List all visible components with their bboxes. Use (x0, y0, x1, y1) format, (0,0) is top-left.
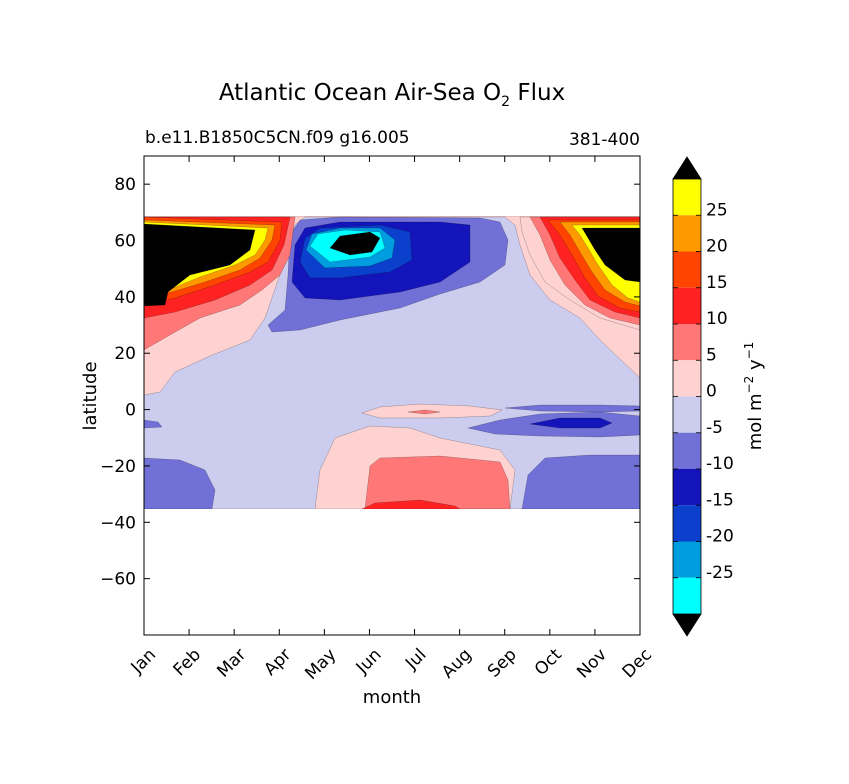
contour-above-30-east (581, 227, 640, 283)
colorbar-under-triangle (672, 613, 702, 637)
colorbar-bin (673, 324, 701, 361)
contour-below-neg30 (329, 231, 381, 256)
colorbar-tick-label: 25 (706, 200, 728, 220)
y-tick-label: −60 (100, 570, 136, 590)
colorbar-tick-label: 10 (706, 309, 728, 329)
plot-area: 80 60 40 20 0 −20 −40 −60 Jan Feb Mar Apr May Jun Jul… (100, 155, 656, 684)
y-tick-label: 0 (125, 401, 136, 421)
colorbar-bin (673, 577, 701, 614)
x-tick-label: Apr (260, 645, 295, 680)
colorbar-label-mid: y (745, 359, 766, 376)
plot-frame (143, 155, 641, 636)
colorbar-bin (673, 179, 701, 216)
contour-neg10-neg5-w (144, 419, 163, 429)
colorbar-bin (673, 215, 701, 252)
contour-neg15-neg10-e (529, 417, 613, 429)
x-tick-label: Oct (531, 645, 566, 680)
x-tick-label: Mar (213, 645, 250, 682)
contour-neg10-neg5-e2 (504, 404, 640, 413)
x-tick-label: Jan (127, 645, 160, 678)
subtitle-left: b.e11.B1850C5CN.f09 g16.005 (145, 128, 410, 148)
chart-title-subscript: 2 (501, 94, 510, 110)
colorbar-tick-label: -10 (706, 454, 734, 474)
colorbar-label: mol m−2 y−1 (742, 342, 766, 451)
chart-title-tail: Flux (517, 80, 565, 106)
colorbar-bin (673, 541, 701, 578)
colorbar-tick-label: 15 (706, 273, 728, 293)
colorbar-tick-label: -20 (706, 527, 734, 547)
colorbar-tick-label: 0 (706, 382, 717, 402)
colorbar-bin (673, 251, 701, 288)
y-axis-label: latitude (80, 361, 101, 430)
contour-10-15-south (361, 499, 461, 509)
x-tick-label: Jun (352, 645, 386, 679)
colorbar-tick-label: 5 (706, 345, 717, 365)
contour-neg5-0 (144, 216, 640, 509)
colorbar-label-exp2: −1 (742, 342, 756, 360)
y-tick-label: 40 (114, 288, 136, 308)
y-tick-label: −20 (100, 457, 136, 477)
x-tick-label: Dec (619, 645, 656, 682)
contour-equator-core (407, 409, 441, 415)
x-tick-label: May (301, 645, 340, 684)
colorbar-over-triangle (672, 156, 702, 180)
contour-5-10-south (364, 455, 511, 509)
contour-neg10-neg5-sw (144, 457, 216, 509)
chart-title: Atlantic Ocean Air-Sea O2 Flux (219, 80, 565, 110)
colorbar-label-main: mol m (745, 393, 766, 450)
colorbar-bin (673, 505, 701, 542)
y-tick-label: 20 (114, 344, 136, 364)
subtitle-right: 381-400 (569, 130, 640, 150)
x-tick-label: Jul (401, 645, 430, 674)
x-tick-label: Aug (438, 645, 476, 683)
contour-neg10-neg5-se (521, 454, 640, 509)
colorbar-bin (673, 360, 701, 397)
colorbar-bin (673, 469, 701, 506)
colorbar-bin (673, 432, 701, 469)
y-tick-label: 60 (114, 232, 136, 252)
colorbar-tick-label: 20 (706, 237, 728, 257)
colorbar-tick-label: -5 (706, 418, 723, 438)
colorbar-tick-label: -25 (706, 563, 734, 583)
x-tick-label: Feb (170, 645, 205, 680)
chart-title-main: Atlantic Ocean Air-Sea O (219, 80, 501, 106)
colorbar-tick-label: -15 (706, 490, 734, 510)
y-axis: 80 60 40 20 0 −20 −40 −60 (100, 175, 640, 590)
x-tick-label: Sep (484, 645, 521, 682)
colorbar: 25 20 15 10 5 0 -5 -10 -15 -20 -25 (672, 156, 734, 637)
colorbar-label-exp1: −2 (742, 376, 756, 394)
contour-above-30-west (144, 223, 256, 307)
x-tick-label: Nov (573, 645, 611, 683)
y-tick-label: −40 (100, 513, 136, 533)
colorbar-bin (673, 287, 701, 324)
colorbar-bin (673, 396, 701, 433)
x-axis-label: month (363, 687, 421, 708)
y-tick-label: 80 (114, 175, 136, 195)
